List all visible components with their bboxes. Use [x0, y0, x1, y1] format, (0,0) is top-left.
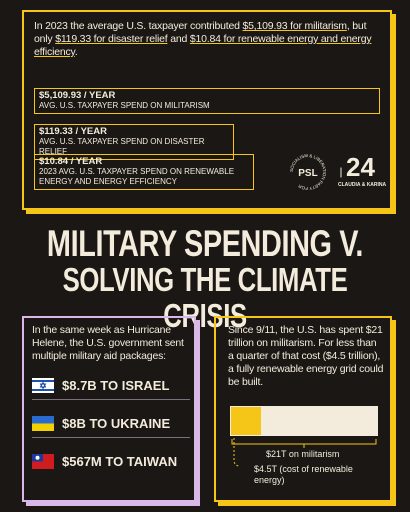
text-part: $119.33 for disaster relief [55, 33, 168, 45]
bar-label: $21T on militarism [266, 449, 340, 459]
label: AVG. U.S. TAXPAYER SPEND ON MILITARISM [39, 101, 210, 110]
item: $10.84 / YEAR 2023 AVG. U.S. TAXPAYER SPE… [34, 154, 254, 190]
flag-taiwan [32, 454, 54, 469]
text-part: $5,109.93 for militarism [242, 20, 348, 32]
intro: In the same week as Hurricane Helene, th… [32, 324, 184, 362]
amount: $5,109.93 / YEAR [39, 90, 116, 101]
part-bar [231, 407, 261, 435]
campaign-names: CLAUDIA & KARINA [338, 182, 387, 188]
part-label: $4.5T (cost of renewable energy) [254, 464, 353, 485]
campaign-year: 24 [346, 152, 375, 182]
text-part: , but only [34, 20, 367, 45]
summary-text: In 2023 the average U.S. taxpayer contri… [34, 20, 380, 59]
text-part: $10.84 for renewable energy and energy e… [34, 33, 372, 58]
package: $8B TO UKRAINE [32, 416, 190, 438]
divider [340, 167, 342, 178]
top-panel: In 2023 the average U.S. taxpayer contri… [22, 10, 392, 210]
flag-ukraine [32, 416, 54, 431]
title: MILITARY SPENDING V. SOLVING THE CLIMATE… [0, 223, 410, 334]
title-line: SOLVING THE CLIMATE CRISIS [62, 261, 348, 334]
amount: $10.84 / YEAR [39, 156, 103, 167]
package-label: $8.7B TO ISRAEL [62, 378, 170, 393]
label: AVG. U.S. TAXPAYER SPEND ON DISASTER REL… [39, 137, 205, 156]
left-card: In the same week as Hurricane Helene, th… [22, 316, 196, 502]
right-card: Since 9/11, the U.S. has spent $21 trill… [214, 316, 392, 502]
package-label: $567M TO TAIWAN [62, 454, 178, 469]
text-part: . [74, 46, 78, 58]
item: $119.33 / YEAR AVG. U.S. TAXPAYER SPEND O… [34, 124, 234, 160]
package: $8.7B TO ISRAEL [32, 378, 190, 400]
text-part: In 2023 the average U.S. taxpayer contri… [34, 20, 243, 32]
bracket [231, 438, 377, 467]
party-initials: PSL [298, 168, 317, 179]
label: 2023 AVG. U.S. TAXPAYER SPEND ON RENEWAB… [39, 167, 235, 186]
total-bar [230, 406, 378, 436]
body-text: Since 9/11, the U.S. has spent $21 trill… [228, 324, 384, 388]
package-label: $8B TO UKRAINE [62, 416, 171, 431]
text-part: and [167, 33, 190, 45]
flag-israel [32, 378, 54, 393]
title-line: MILITARY SPENDING V. [46, 223, 364, 264]
amount: $119.33 / YEAR [39, 126, 107, 137]
package: $567M TO TAIWAN [32, 454, 190, 475]
party-logo: SOCIALISM & LIBERATION PARTY FOR PSL [289, 153, 327, 191]
item: $5,109.93 / YEAR AVG. U.S. TAXPAYER SPEND… [34, 88, 380, 114]
